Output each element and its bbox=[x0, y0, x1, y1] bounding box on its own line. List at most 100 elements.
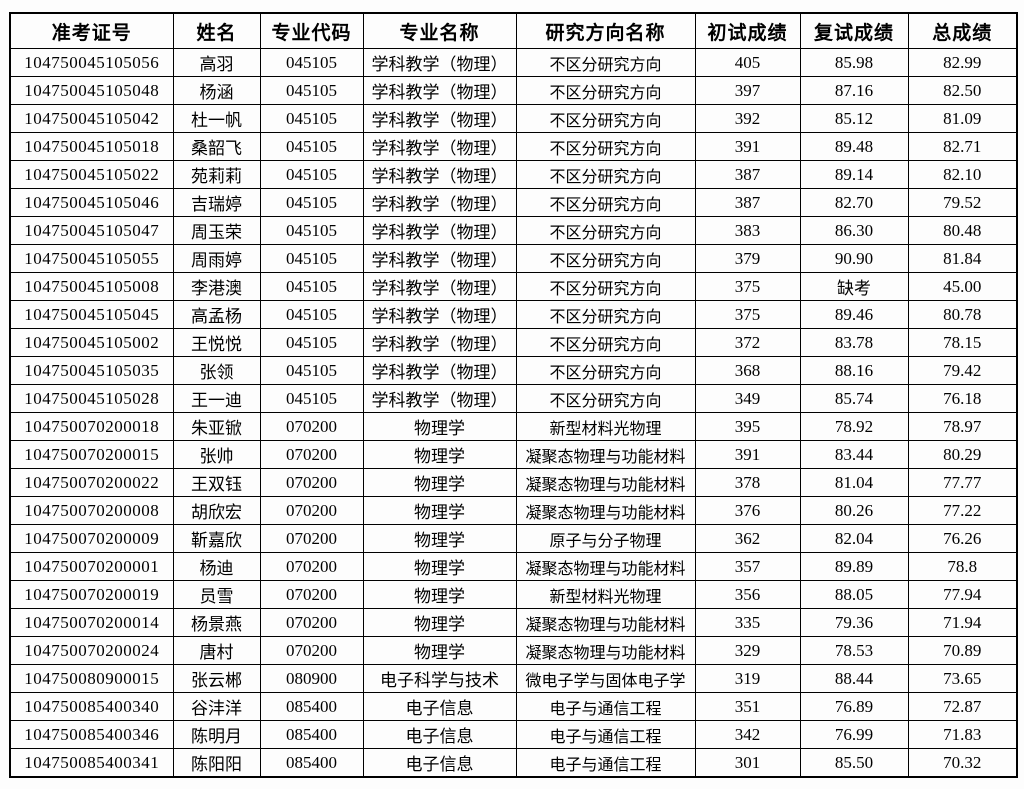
cell-exam-number: 104750045105045 bbox=[9, 300, 174, 329]
cell-initial-score: 362 bbox=[694, 524, 801, 553]
cell-name: 张帅 bbox=[172, 440, 261, 469]
cell-initial-score: 387 bbox=[694, 160, 801, 189]
cell-name: 员雪 bbox=[172, 580, 261, 609]
cell-major-code: 045105 bbox=[259, 48, 364, 77]
cell-initial-score: 301 bbox=[694, 748, 801, 778]
cell-research-direction: 不区分研究方向 bbox=[515, 300, 696, 329]
cell-exam-number: 104750070200009 bbox=[9, 524, 174, 553]
table-row: 104750080900015 张云郴 080900 电子科学与技术 微电子学与固体电子… bbox=[9, 664, 1018, 693]
cell-name: 王双钰 bbox=[172, 468, 261, 497]
cell-major-code: 045105 bbox=[259, 300, 364, 329]
cell-exam-number: 104750045105002 bbox=[9, 328, 174, 357]
column-header-research-direction: 研究方向名称 bbox=[515, 12, 696, 49]
cell-major-code: 070200 bbox=[259, 412, 364, 441]
cell-retest-score: 88.44 bbox=[799, 664, 909, 693]
cell-exam-number: 104750070200019 bbox=[9, 580, 174, 609]
cell-major-name: 电子信息 bbox=[362, 748, 517, 778]
cell-research-direction: 不区分研究方向 bbox=[515, 188, 696, 217]
cell-exam-number: 104750080900015 bbox=[9, 664, 174, 693]
cell-name: 吉瑞婷 bbox=[172, 188, 261, 217]
admission-results-table: 准考证号 姓名 专业代码 专业名称 研究方向名称 初试成绩 复试成绩 总成绩 10475004… bbox=[9, 12, 1018, 778]
cell-initial-score: 351 bbox=[694, 692, 801, 721]
cell-research-direction: 新型材料光物理 bbox=[515, 580, 696, 609]
cell-major-name: 物理学 bbox=[362, 440, 517, 469]
cell-major-name: 物理学 bbox=[362, 552, 517, 581]
cell-retest-score: 82.70 bbox=[799, 188, 909, 217]
cell-major-name: 物理学 bbox=[362, 496, 517, 525]
cell-major-code: 085400 bbox=[259, 748, 364, 778]
cell-initial-score: 376 bbox=[694, 496, 801, 525]
cell-initial-score: 375 bbox=[694, 272, 801, 301]
cell-research-direction: 凝聚态物理与功能材料 bbox=[515, 468, 696, 497]
cell-retest-score: 83.78 bbox=[799, 328, 909, 357]
cell-total-score: 77.22 bbox=[907, 496, 1018, 525]
cell-research-direction: 不区分研究方向 bbox=[515, 104, 696, 133]
cell-research-direction: 微电子学与固体电子学 bbox=[515, 664, 696, 693]
table-row: 104750070200014 杨景燕 070200 物理学 凝聚态物理与功能材料 335… bbox=[9, 608, 1018, 637]
cell-major-name: 物理学 bbox=[362, 412, 517, 441]
cell-initial-score: 392 bbox=[694, 104, 801, 133]
cell-total-score: 77.77 bbox=[907, 468, 1018, 497]
cell-research-direction: 不区分研究方向 bbox=[515, 272, 696, 301]
cell-exam-number: 104750070200024 bbox=[9, 636, 174, 665]
header-row: 准考证号 姓名 专业代码 专业名称 研究方向名称 初试成绩 复试成绩 总成绩 bbox=[9, 12, 1018, 49]
table-row: 104750045105048 杨涵 045105 学科教学（物理） 不区分研究方向 39… bbox=[9, 76, 1018, 105]
cell-major-code: 045105 bbox=[259, 216, 364, 245]
cell-initial-score: 387 bbox=[694, 188, 801, 217]
cell-initial-score: 349 bbox=[694, 384, 801, 413]
cell-retest-score: 88.16 bbox=[799, 356, 909, 385]
cell-major-name: 学科教学（物理） bbox=[362, 188, 517, 217]
cell-major-name: 学科教学（物理） bbox=[362, 216, 517, 245]
table-row: 104750045105055 周雨婷 045105 学科教学（物理） 不区分研究方向 3… bbox=[9, 244, 1018, 273]
cell-research-direction: 不区分研究方向 bbox=[515, 160, 696, 189]
cell-name: 张云郴 bbox=[172, 664, 261, 693]
cell-initial-score: 357 bbox=[694, 552, 801, 581]
cell-exam-number: 104750045105047 bbox=[9, 216, 174, 245]
cell-research-direction: 凝聚态物理与功能材料 bbox=[515, 496, 696, 525]
cell-total-score: 71.94 bbox=[907, 608, 1018, 637]
column-header-name: 姓名 bbox=[172, 12, 261, 49]
cell-total-score: 73.65 bbox=[907, 664, 1018, 693]
cell-major-name: 电子信息 bbox=[362, 692, 517, 721]
table-row: 104750085400346 陈明月 085400 电子信息 电子与通信工程 342 76… bbox=[9, 720, 1018, 749]
cell-initial-score: 397 bbox=[694, 76, 801, 105]
cell-total-score: 72.87 bbox=[907, 692, 1018, 721]
cell-initial-score: 356 bbox=[694, 580, 801, 609]
cell-research-direction: 电子与通信工程 bbox=[515, 748, 696, 778]
cell-major-code: 045105 bbox=[259, 160, 364, 189]
cell-name: 高孟杨 bbox=[172, 300, 261, 329]
cell-initial-score: 378 bbox=[694, 468, 801, 497]
cell-name: 胡欣宏 bbox=[172, 496, 261, 525]
cell-name: 杜一帆 bbox=[172, 104, 261, 133]
cell-major-name: 物理学 bbox=[362, 580, 517, 609]
column-header-initial-score: 初试成绩 bbox=[694, 12, 801, 49]
cell-exam-number: 104750045105042 bbox=[9, 104, 174, 133]
cell-total-score: 80.48 bbox=[907, 216, 1018, 245]
cell-retest-score: 83.44 bbox=[799, 440, 909, 469]
table-row: 104750045105047 周玉荣 045105 学科教学（物理） 不区分研究方向 3… bbox=[9, 216, 1018, 245]
cell-exam-number: 104750070200015 bbox=[9, 440, 174, 469]
cell-research-direction: 不区分研究方向 bbox=[515, 328, 696, 357]
table-row: 104750085400341 陈阳阳 085400 电子信息 电子与通信工程 301 85… bbox=[9, 748, 1018, 778]
cell-name: 张领 bbox=[172, 356, 261, 385]
cell-research-direction: 电子与通信工程 bbox=[515, 720, 696, 749]
cell-major-code: 085400 bbox=[259, 720, 364, 749]
table-row: 104750070200022 王双钰 070200 物理学 凝聚态物理与功能材料 378… bbox=[9, 468, 1018, 497]
cell-major-name: 学科教学（物理） bbox=[362, 272, 517, 301]
cell-research-direction: 凝聚态物理与功能材料 bbox=[515, 440, 696, 469]
cell-total-score: 70.89 bbox=[907, 636, 1018, 665]
cell-initial-score: 329 bbox=[694, 636, 801, 665]
cell-retest-score: 85.12 bbox=[799, 104, 909, 133]
cell-research-direction: 凝聚态物理与功能材料 bbox=[515, 636, 696, 665]
cell-retest-score: 86.30 bbox=[799, 216, 909, 245]
cell-major-name: 学科教学（物理） bbox=[362, 356, 517, 385]
cell-major-name: 物理学 bbox=[362, 608, 517, 637]
cell-total-score: 81.84 bbox=[907, 244, 1018, 273]
cell-major-code: 070200 bbox=[259, 608, 364, 637]
cell-initial-score: 368 bbox=[694, 356, 801, 385]
cell-major-code: 070200 bbox=[259, 580, 364, 609]
cell-major-name: 学科教学（物理） bbox=[362, 160, 517, 189]
cell-retest-score: 87.16 bbox=[799, 76, 909, 105]
cell-exam-number: 104750045105008 bbox=[9, 272, 174, 301]
